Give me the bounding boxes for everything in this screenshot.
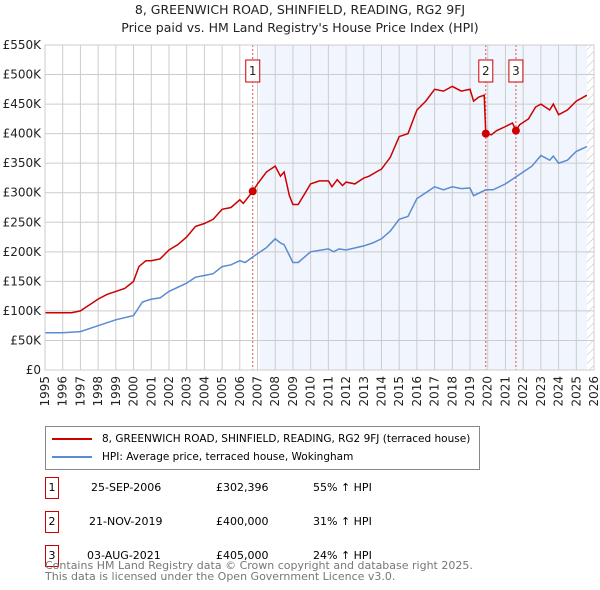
y-tick-label: £150K <box>3 274 43 288</box>
sale-price: £302,396 <box>216 481 269 494</box>
x-tick-label: 2000 <box>127 376 141 407</box>
sale-point <box>511 126 520 135</box>
series-line <box>45 85 588 314</box>
x-tick-label: 2001 <box>144 376 158 407</box>
sale-label: 2 <box>482 64 490 78</box>
x-tick-label: 2018 <box>445 376 459 407</box>
x-tick-label: 2021 <box>498 376 512 407</box>
sale-point <box>248 187 257 196</box>
x-tick-label: 2004 <box>197 376 211 407</box>
x-tick-label: 2023 <box>534 376 548 407</box>
sale-hpi: 55% ↑ HPI <box>313 481 372 494</box>
x-tick-label: 2002 <box>162 376 176 407</box>
legend-label: 8, GREENWICH ROAD, SHINFIELD, READING, R… <box>102 433 471 445</box>
x-tick-label: 2020 <box>481 376 495 407</box>
x-tick-label: 2025 <box>569 376 583 407</box>
sale-hpi: 31% ↑ HPI <box>313 515 372 528</box>
footer-line: Contains HM Land Registry data © Crown c… <box>45 559 473 572</box>
x-tick-label: 2014 <box>374 376 388 407</box>
legend-swatch-red <box>52 438 92 440</box>
sale-number: 3 <box>45 545 59 567</box>
x-tick-label: 2024 <box>552 376 566 407</box>
x-tick-label: 2010 <box>304 376 318 407</box>
x-tick-label: 2026 <box>587 376 600 407</box>
legend: 8, GREENWICH ROAD, SHINFIELD, READING, R… <box>45 426 480 470</box>
hatched-region <box>586 45 594 370</box>
x-tick-label: 1995 <box>38 376 52 407</box>
x-tick-label: 2008 <box>268 376 282 407</box>
x-tick-label: 2009 <box>286 376 300 407</box>
y-tick-label: £300K <box>3 186 43 200</box>
y-tick-label: £100K <box>3 304 43 318</box>
plot-border <box>44 44 595 371</box>
sale-date: 25-SEP-2006 <box>91 481 162 494</box>
sale-price: £405,000 <box>216 549 269 562</box>
sale-date: 03-AUG-2021 <box>87 549 161 562</box>
x-tick-label: 1998 <box>91 376 105 407</box>
footer: Contains HM Land Registry data © Crown c… <box>45 560 473 582</box>
y-tick-label: £450K <box>3 97 43 111</box>
legend-item-hpi: HPI: Average price, terraced house, Woki… <box>52 449 353 465</box>
y-tick-label: £200K <box>3 245 43 259</box>
x-tick-label: 2007 <box>251 376 265 407</box>
sale-label: 1 <box>249 64 257 78</box>
y-tick-label: £50K <box>10 333 42 347</box>
sale-date: 21-NOV-2019 <box>89 515 163 528</box>
chart-subtitle: Price paid vs. HM Land Registry's House … <box>121 20 479 35</box>
x-tick-label: 2015 <box>392 376 406 407</box>
x-tick-label: 2022 <box>516 376 530 407</box>
plot-area: 1995 1996 1997 1998 1999 2000 2001 2002 2003 2004… <box>3 38 600 407</box>
y-tick-label: £400K <box>3 127 43 141</box>
x-tick-label: 2019 <box>463 376 477 407</box>
sale-label-box <box>478 59 494 83</box>
y-tick-label: £550K <box>3 38 43 52</box>
sale-number: 1 <box>45 477 59 499</box>
sale-point <box>481 129 490 138</box>
x-tick-label: 2017 <box>428 376 442 407</box>
x-tick-label: 2012 <box>339 376 353 407</box>
sale-number: 2 <box>45 511 59 533</box>
sale-hpi: 24% ↑ HPI <box>313 549 372 562</box>
x-tick-label: 2016 <box>410 376 424 407</box>
y-tick-label: £0 <box>26 363 41 377</box>
x-tick-label: 2005 <box>215 376 229 407</box>
legend-item-property: 8, GREENWICH ROAD, SHINFIELD, READING, R… <box>52 431 470 447</box>
legend-label: HPI: Average price, terraced house, Woki… <box>102 451 354 463</box>
series-line <box>45 145 588 334</box>
shaded-region <box>259 45 587 370</box>
x-tick-label: 2013 <box>357 376 371 407</box>
footer-line: This data is licensed under the Open Gov… <box>45 570 396 583</box>
chart-title: 8, GREENWICH ROAD, SHINFIELD, READING, R… <box>134 2 466 17</box>
sale-label: 3 <box>512 64 520 78</box>
sale-label-box <box>508 59 524 83</box>
sale-price: £400,000 <box>216 515 269 528</box>
sale-label-box <box>245 59 261 83</box>
x-tick-label: 2011 <box>321 376 335 407</box>
x-tick-label: 1999 <box>109 376 123 407</box>
x-tick-label: 2003 <box>180 376 194 407</box>
y-tick-label: £500K <box>3 68 43 82</box>
x-tick-label: 1996 <box>56 376 70 407</box>
y-tick-label: £250K <box>3 215 43 229</box>
legend-swatch-blue <box>52 456 92 458</box>
x-tick-label: 1997 <box>73 376 87 407</box>
y-tick-label: £350K <box>3 156 43 170</box>
x-tick-label: 2006 <box>233 376 247 407</box>
